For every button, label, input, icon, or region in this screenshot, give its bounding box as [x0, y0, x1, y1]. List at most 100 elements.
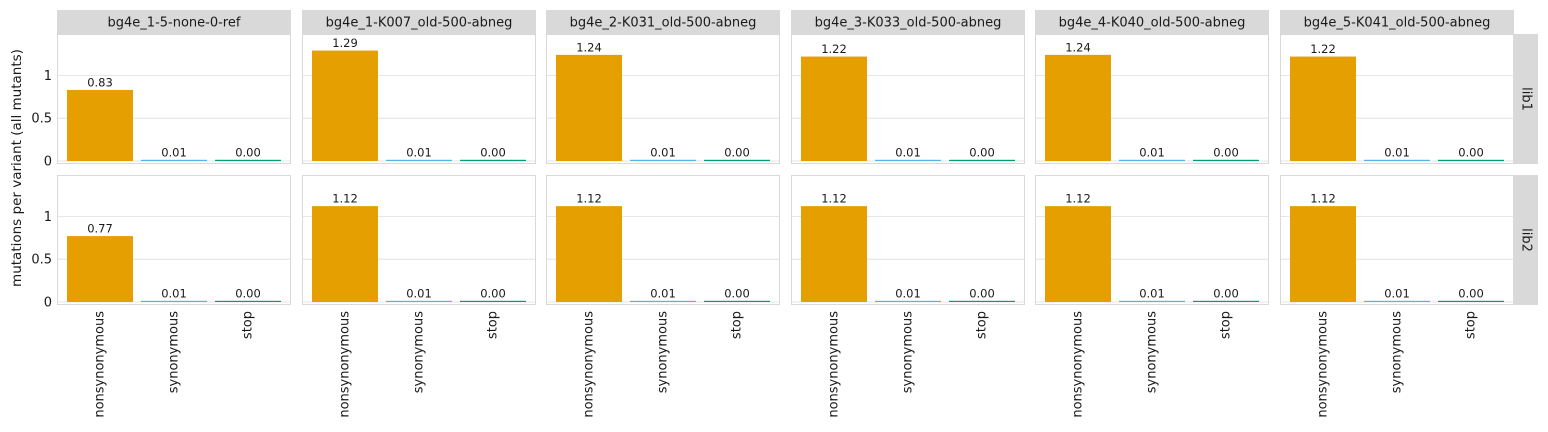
- bar-value-label: 0.00: [969, 286, 995, 300]
- bar-synonymous: [1119, 300, 1185, 302]
- bar-stop: [460, 300, 526, 302]
- panel-border: [791, 34, 1025, 164]
- row-strip-label: lib2: [1519, 228, 1534, 252]
- facet-strip-label: bg4e_1-K007_old-500-abneg: [326, 16, 513, 31]
- bar-value-label: 1.29: [332, 36, 358, 50]
- bar-value-label: 0.00: [1213, 145, 1239, 159]
- bar-nonsynonymous: [67, 236, 133, 302]
- bar-value-label: 0.83: [87, 75, 113, 89]
- panel-border: [1035, 175, 1269, 305]
- bar-stop: [215, 300, 281, 302]
- bar-nonsynonymous: [1290, 206, 1356, 302]
- bar-value-label: 1.12: [576, 192, 602, 206]
- bar-value-label: 1.24: [1065, 40, 1091, 54]
- bar-synonymous: [386, 159, 452, 161]
- bar-nonsynonymous: [1045, 54, 1111, 161]
- bar-value-label: 0.01: [895, 286, 921, 300]
- y-tick-label: 0: [44, 155, 52, 170]
- bar-nonsynonymous: [556, 206, 622, 302]
- facet-strip: [791, 10, 1025, 34]
- panel-border: [302, 175, 536, 305]
- facet-strip: [302, 10, 536, 34]
- x-tick-label: synonymous: [1145, 311, 1160, 393]
- x-tick-label: stop: [730, 311, 745, 339]
- panel-border: [1035, 34, 1269, 164]
- bar-value-label: 0.01: [1384, 145, 1410, 159]
- bar-value-label: 0.00: [1458, 145, 1484, 159]
- panel-border: [1280, 175, 1514, 305]
- x-tick-label: stop: [241, 311, 256, 339]
- bar-value-label: 0.00: [235, 145, 261, 159]
- y-tick-label: 1: [44, 69, 52, 84]
- x-tick-label: synonymous: [412, 311, 427, 393]
- facet-strip: [546, 10, 780, 34]
- panel-border: [791, 175, 1025, 305]
- bar-stop: [949, 300, 1015, 302]
- bar-stop: [1438, 159, 1504, 161]
- x-tick-label: synonymous: [656, 311, 671, 393]
- facet-grid: bg4e_1-5-none-0-ref bg4e_1-K007_old-500-a…: [31, 10, 1538, 418]
- bar-value-label: 0.77: [87, 222, 113, 236]
- bar-nonsynonymous: [801, 56, 867, 161]
- bar-stop: [704, 159, 770, 161]
- x-tick-label: stop: [975, 311, 990, 339]
- row-strip: [1514, 34, 1538, 164]
- bar-nonsynonymous: [801, 206, 867, 302]
- panel-border: [546, 175, 780, 305]
- bar-stop: [1193, 300, 1259, 302]
- bar-value-label: 1.24: [576, 40, 602, 54]
- facet-strip: [57, 10, 291, 34]
- bar-value-label: 0.00: [480, 286, 506, 300]
- bar-stop: [460, 159, 526, 161]
- bar-synonymous: [875, 300, 941, 302]
- bar-value-label: 0.00: [235, 286, 261, 300]
- bar-value-label: 0.01: [650, 286, 676, 300]
- bar-stop: [1193, 159, 1259, 161]
- panel-border: [1280, 34, 1514, 164]
- facet-strip: [1280, 10, 1514, 34]
- bar-value-label: 0.00: [1458, 286, 1484, 300]
- bar-nonsynonymous: [556, 54, 622, 161]
- bar-value-label: 1.12: [1065, 192, 1091, 206]
- bar-synonymous: [386, 300, 452, 302]
- bar-value-label: 0.01: [406, 286, 432, 300]
- bar-synonymous: [1119, 159, 1185, 161]
- bar-value-label: 0.01: [406, 145, 432, 159]
- bar-value-label: 0.01: [161, 286, 187, 300]
- panel-border: [57, 34, 291, 164]
- y-tick-label: 0: [44, 296, 52, 311]
- facet-strip: [1035, 10, 1269, 34]
- x-tick-label: nonsynonymous: [93, 311, 108, 418]
- facet-strip-label: bg4e_5-K041_old-500-abneg: [1304, 16, 1491, 31]
- x-tick-label: synonymous: [901, 311, 916, 393]
- bar-stop: [1438, 300, 1504, 302]
- bar-value-label: 1.12: [821, 192, 847, 206]
- bar-value-label: 1.12: [332, 192, 358, 206]
- x-tick-label: synonymous: [167, 311, 182, 393]
- bar-value-label: 0.01: [895, 145, 921, 159]
- bar-value-label: 0.01: [650, 145, 676, 159]
- bar-value-label: 0.00: [724, 145, 750, 159]
- y-tick-label: 0.5: [31, 112, 52, 127]
- bar-synonymous: [630, 159, 696, 161]
- x-tick-label: stop: [1219, 311, 1234, 339]
- row-strip-label: lib1: [1519, 87, 1534, 111]
- bar-value-label: 0.00: [969, 145, 995, 159]
- bar-value-label: 0.01: [1139, 145, 1165, 159]
- panel-border: [302, 34, 536, 164]
- x-tick-label: stop: [486, 311, 501, 339]
- bar-synonymous: [875, 159, 941, 161]
- x-tick-label: nonsynonymous: [582, 311, 597, 418]
- bar-value-label: 0.00: [724, 286, 750, 300]
- bar-synonymous: [141, 159, 207, 161]
- bar-synonymous: [1364, 159, 1430, 161]
- x-tick-label: nonsynonymous: [1316, 311, 1331, 418]
- bar-value-label: 1.12: [1310, 192, 1336, 206]
- bar-value-label: 0.01: [161, 145, 187, 159]
- x-tick-label: stop: [1464, 311, 1479, 339]
- bar-stop: [704, 300, 770, 302]
- y-tick-label: 1: [44, 210, 52, 225]
- y-tick-label: 0.5: [31, 253, 52, 268]
- x-tick-label: nonsynonymous: [1071, 311, 1086, 418]
